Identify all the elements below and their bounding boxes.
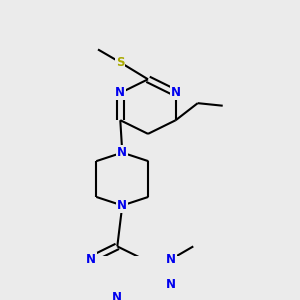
Text: N: N [171, 86, 181, 99]
Text: N: N [112, 291, 122, 300]
Text: N: N [86, 253, 96, 266]
Text: N: N [166, 278, 176, 291]
Text: N: N [117, 199, 127, 212]
Text: N: N [115, 86, 125, 99]
Text: S: S [116, 56, 124, 69]
Text: N: N [166, 253, 176, 266]
Text: N: N [117, 146, 127, 159]
